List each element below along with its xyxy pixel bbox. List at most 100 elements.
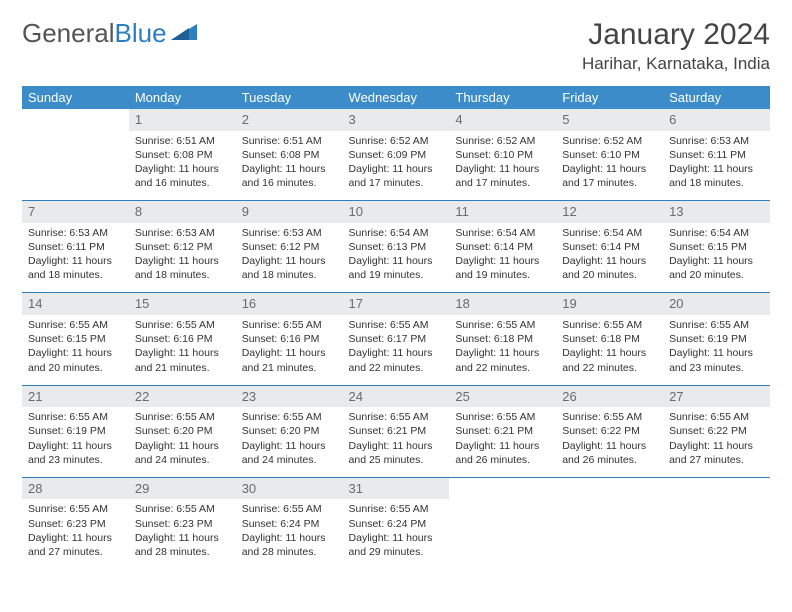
- day-line: Daylight: 11 hours: [455, 346, 550, 360]
- day-body: Sunrise: 6:52 AMSunset: 6:09 PMDaylight:…: [343, 131, 450, 201]
- day-number: 2: [236, 109, 343, 131]
- day-line: Sunrise: 6:55 AM: [669, 318, 764, 332]
- day-body: Sunrise: 6:51 AMSunset: 6:08 PMDaylight:…: [129, 131, 236, 201]
- day-body: Sunrise: 6:55 AMSunset: 6:16 PMDaylight:…: [129, 315, 236, 385]
- day-line: and 20 minutes.: [669, 268, 764, 282]
- day-line: and 28 minutes.: [135, 545, 230, 559]
- calendar-day-cell: 13Sunrise: 6:54 AMSunset: 6:15 PMDayligh…: [663, 201, 770, 293]
- day-number: [22, 109, 129, 131]
- day-line: and 18 minutes.: [669, 176, 764, 190]
- day-line: Daylight: 11 hours: [349, 162, 444, 176]
- day-body: [22, 131, 129, 201]
- weekday-header: Tuesday: [236, 86, 343, 109]
- day-line: Daylight: 11 hours: [242, 531, 337, 545]
- day-line: and 28 minutes.: [242, 545, 337, 559]
- day-body: Sunrise: 6:55 AMSunset: 6:23 PMDaylight:…: [129, 499, 236, 569]
- day-line: [669, 517, 764, 531]
- day-number: 20: [663, 293, 770, 315]
- day-line: Sunrise: 6:54 AM: [669, 226, 764, 240]
- day-line: Sunrise: 6:55 AM: [242, 410, 337, 424]
- day-number: 11: [449, 201, 556, 223]
- day-line: Sunrise: 6:55 AM: [242, 502, 337, 516]
- calendar-day-cell: 20Sunrise: 6:55 AMSunset: 6:19 PMDayligh…: [663, 293, 770, 385]
- day-number: 17: [343, 293, 450, 315]
- calendar-day-cell: 26Sunrise: 6:55 AMSunset: 6:22 PMDayligh…: [556, 385, 663, 477]
- calendar-day-cell: 8Sunrise: 6:53 AMSunset: 6:12 PMDaylight…: [129, 201, 236, 293]
- day-line: and 17 minutes.: [562, 176, 657, 190]
- weekday-header: Wednesday: [343, 86, 450, 109]
- calendar-day-cell: 14Sunrise: 6:55 AMSunset: 6:15 PMDayligh…: [22, 293, 129, 385]
- day-number: 25: [449, 386, 556, 408]
- day-line: Sunrise: 6:55 AM: [455, 318, 550, 332]
- calendar-day-cell: [556, 477, 663, 569]
- day-line: Sunrise: 6:51 AM: [242, 134, 337, 148]
- day-line: Sunset: 6:20 PM: [135, 424, 230, 438]
- day-line: and 16 minutes.: [135, 176, 230, 190]
- day-body: Sunrise: 6:55 AMSunset: 6:22 PMDaylight:…: [663, 407, 770, 477]
- day-line: Sunrise: 6:54 AM: [455, 226, 550, 240]
- calendar-day-cell: 28Sunrise: 6:55 AMSunset: 6:23 PMDayligh…: [22, 477, 129, 569]
- calendar-day-cell: 22Sunrise: 6:55 AMSunset: 6:20 PMDayligh…: [129, 385, 236, 477]
- day-line: Sunset: 6:17 PM: [349, 332, 444, 346]
- day-line: Sunset: 6:21 PM: [349, 424, 444, 438]
- day-line: and 27 minutes.: [28, 545, 123, 559]
- day-number: 16: [236, 293, 343, 315]
- day-body: Sunrise: 6:55 AMSunset: 6:21 PMDaylight:…: [449, 407, 556, 477]
- day-line: Sunset: 6:18 PM: [455, 332, 550, 346]
- day-line: Daylight: 11 hours: [669, 439, 764, 453]
- day-line: Daylight: 11 hours: [562, 346, 657, 360]
- day-body: Sunrise: 6:51 AMSunset: 6:08 PMDaylight:…: [236, 131, 343, 201]
- day-line: Daylight: 11 hours: [562, 162, 657, 176]
- brand-logo: GeneralBlue: [22, 18, 197, 49]
- day-number: [663, 478, 770, 500]
- day-line: and 18 minutes.: [242, 268, 337, 282]
- calendar-day-cell: 2Sunrise: 6:51 AMSunset: 6:08 PMDaylight…: [236, 109, 343, 201]
- day-line: Sunset: 6:11 PM: [669, 148, 764, 162]
- day-body: Sunrise: 6:55 AMSunset: 6:20 PMDaylight:…: [236, 407, 343, 477]
- day-line: Sunrise: 6:55 AM: [669, 410, 764, 424]
- weekday-header: Friday: [556, 86, 663, 109]
- day-number: 13: [663, 201, 770, 223]
- day-line: Sunset: 6:22 PM: [669, 424, 764, 438]
- day-line: Daylight: 11 hours: [349, 439, 444, 453]
- day-line: Daylight: 11 hours: [669, 346, 764, 360]
- day-line: Sunset: 6:22 PM: [562, 424, 657, 438]
- day-body: [663, 499, 770, 569]
- brand-name-1: General: [22, 18, 115, 49]
- day-line: Sunrise: 6:53 AM: [669, 134, 764, 148]
- day-body: Sunrise: 6:55 AMSunset: 6:19 PMDaylight:…: [22, 407, 129, 477]
- calendar-week-row: 21Sunrise: 6:55 AMSunset: 6:19 PMDayligh…: [22, 385, 770, 477]
- day-number: 19: [556, 293, 663, 315]
- day-number: 21: [22, 386, 129, 408]
- day-line: Sunset: 6:21 PM: [455, 424, 550, 438]
- day-line: and 22 minutes.: [349, 361, 444, 375]
- day-line: Sunset: 6:10 PM: [562, 148, 657, 162]
- day-line: Sunrise: 6:55 AM: [242, 318, 337, 332]
- day-line: Sunrise: 6:51 AM: [135, 134, 230, 148]
- day-line: Sunrise: 6:55 AM: [135, 318, 230, 332]
- day-line: and 23 minutes.: [669, 361, 764, 375]
- calendar-header-row: Sunday Monday Tuesday Wednesday Thursday…: [22, 86, 770, 109]
- day-body: [556, 499, 663, 569]
- calendar-day-cell: 27Sunrise: 6:55 AMSunset: 6:22 PMDayligh…: [663, 385, 770, 477]
- day-body: Sunrise: 6:55 AMSunset: 6:18 PMDaylight:…: [556, 315, 663, 385]
- day-line: Sunrise: 6:53 AM: [28, 226, 123, 240]
- day-body: [449, 499, 556, 569]
- day-body: Sunrise: 6:55 AMSunset: 6:22 PMDaylight:…: [556, 407, 663, 477]
- day-line: Sunset: 6:15 PM: [28, 332, 123, 346]
- calendar-week-row: 1Sunrise: 6:51 AMSunset: 6:08 PMDaylight…: [22, 109, 770, 201]
- day-number: [556, 478, 663, 500]
- day-line: Sunrise: 6:55 AM: [349, 502, 444, 516]
- day-number: 8: [129, 201, 236, 223]
- day-line: Sunset: 6:12 PM: [135, 240, 230, 254]
- day-body: Sunrise: 6:54 AMSunset: 6:15 PMDaylight:…: [663, 223, 770, 293]
- day-line: Daylight: 11 hours: [669, 162, 764, 176]
- day-line: Daylight: 11 hours: [242, 254, 337, 268]
- day-number: 24: [343, 386, 450, 408]
- day-line: Sunset: 6:09 PM: [349, 148, 444, 162]
- calendar-day-cell: 9Sunrise: 6:53 AMSunset: 6:12 PMDaylight…: [236, 201, 343, 293]
- day-line: and 20 minutes.: [562, 268, 657, 282]
- calendar-week-row: 7Sunrise: 6:53 AMSunset: 6:11 PMDaylight…: [22, 201, 770, 293]
- day-number: 6: [663, 109, 770, 131]
- calendar-day-cell: 25Sunrise: 6:55 AMSunset: 6:21 PMDayligh…: [449, 385, 556, 477]
